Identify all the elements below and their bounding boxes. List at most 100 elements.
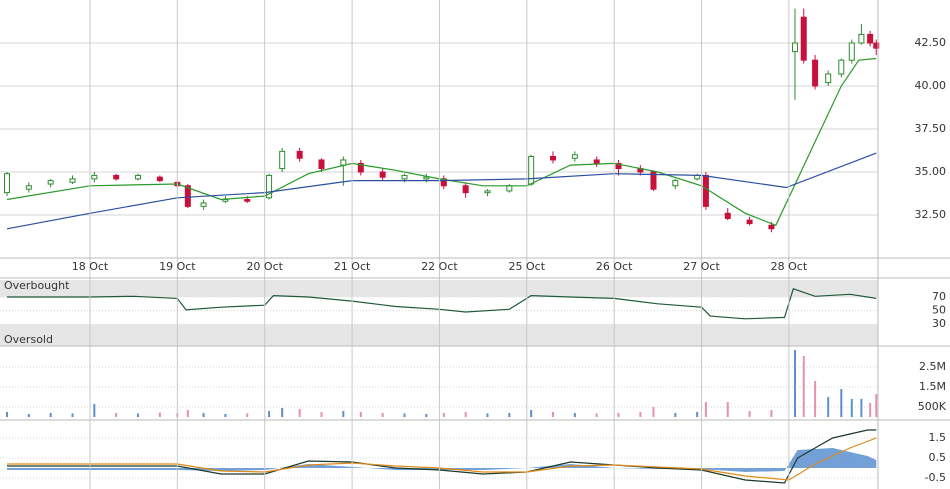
candle-body	[462, 185, 469, 194]
x-tick-label: 27 Oct	[683, 260, 720, 273]
candle-body	[800, 16, 807, 61]
candle-body	[318, 159, 325, 170]
volume-bar	[827, 397, 830, 417]
x-tick-label: 26 Oct	[596, 260, 633, 273]
y-tick-label: 40.00	[915, 79, 947, 92]
candle-body	[615, 162, 622, 170]
candle-body	[91, 174, 98, 180]
y-tick-label: -0.5	[925, 471, 946, 484]
volume-bar	[869, 403, 872, 417]
candle-body	[47, 180, 54, 185]
volume-bar	[158, 412, 161, 417]
candle-body	[484, 190, 491, 194]
volume-bar	[794, 350, 797, 417]
volume-bar	[704, 402, 707, 417]
series-line	[7, 429, 877, 484]
volume-bar	[202, 413, 205, 417]
series-line	[6, 57, 877, 227]
volume-bar	[186, 410, 189, 417]
candle-body	[379, 171, 386, 178]
volume-bar	[93, 404, 96, 417]
y-tick-label: 30	[932, 317, 946, 330]
volume-bar	[403, 413, 406, 417]
candle-body	[266, 174, 273, 199]
y-tick-label: 2.5M	[919, 360, 946, 373]
candle-body	[672, 180, 679, 187]
candle-body	[200, 202, 207, 207]
date-band	[0, 258, 950, 278]
volume-bar	[381, 413, 384, 417]
candle-body	[768, 224, 775, 230]
volume-bar	[770, 410, 773, 417]
candle-body	[506, 185, 513, 192]
volume-bar	[748, 411, 751, 417]
volume-bar	[696, 412, 699, 417]
volume-bar	[860, 399, 863, 417]
candle-body	[279, 150, 286, 170]
volume-bar	[320, 412, 323, 417]
volume-bar	[875, 394, 878, 417]
volume-bar	[224, 414, 227, 417]
volume-bar	[268, 411, 271, 417]
candle-body	[340, 159, 347, 166]
candle-body	[423, 176, 430, 180]
volume-bar	[595, 413, 598, 417]
candle-body	[296, 150, 303, 159]
candle-body	[746, 219, 753, 225]
volume-bar	[552, 412, 555, 417]
volume-bar	[850, 399, 853, 417]
volume-bar	[464, 412, 467, 417]
x-tick-label: 25 Oct	[509, 260, 546, 273]
volume-bar	[652, 407, 655, 417]
volume-bar	[342, 411, 345, 417]
volume-bar	[442, 413, 445, 417]
volume-bar	[137, 413, 140, 417]
candle-body	[650, 171, 657, 190]
candle-body	[571, 154, 578, 159]
candle-body	[528, 156, 535, 185]
candle-body	[69, 178, 76, 183]
y-tick-label: 1.5M	[919, 380, 946, 393]
y-tick-label: 42.50	[915, 36, 947, 49]
candle-body	[593, 159, 600, 164]
volume-bar	[840, 389, 843, 417]
candle-body	[357, 162, 364, 173]
candle-body	[724, 212, 731, 219]
x-tick-label: 28 Oct	[771, 260, 808, 273]
x-tick-label: 22 Oct	[421, 260, 458, 273]
volume-bar	[530, 410, 533, 417]
candle-body	[848, 42, 855, 61]
candle-body	[838, 59, 845, 75]
volume-bar	[802, 356, 805, 417]
x-tick-label: 18 Oct	[72, 260, 109, 273]
volume-bar	[49, 413, 52, 417]
candle-body	[867, 33, 874, 44]
candle-body	[825, 73, 832, 84]
y-tick-label: 500K	[918, 400, 947, 413]
volume-bar	[726, 402, 729, 417]
band-label: Oversold	[4, 333, 53, 346]
y-tick-label: 1.5	[929, 431, 947, 444]
volume-bar	[814, 381, 817, 417]
candle-body	[135, 174, 142, 180]
volume-bar	[674, 413, 677, 417]
candle-body	[694, 174, 701, 180]
candle-body	[702, 174, 709, 207]
candle-body	[156, 176, 163, 182]
volume-bar	[246, 413, 249, 417]
candle-body	[858, 33, 865, 44]
volume-bar	[359, 412, 362, 417]
volume-bar	[71, 413, 74, 417]
candle-body	[440, 178, 447, 187]
candle-body	[113, 174, 120, 180]
candle-body	[812, 59, 819, 87]
volume-bar	[281, 408, 284, 417]
candle-body	[25, 185, 32, 190]
candle-body	[244, 199, 251, 202]
volume-bar	[639, 412, 642, 417]
volume-bar	[298, 409, 301, 417]
candle-body	[792, 42, 799, 53]
candle-body	[184, 185, 191, 207]
